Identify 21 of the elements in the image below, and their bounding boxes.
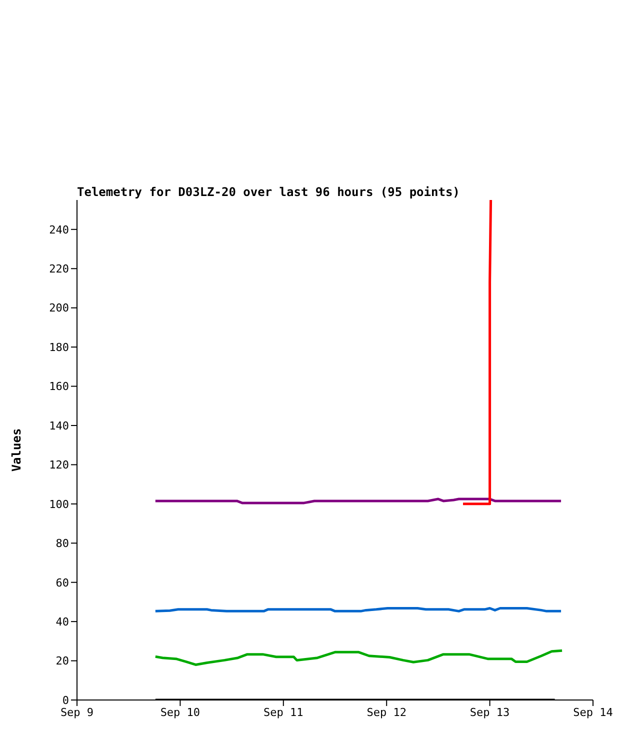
y-tick-label: 60: [56, 576, 69, 590]
x-tick-label: Sep 14: [573, 706, 614, 719]
y-tick-label: 220: [49, 262, 69, 276]
y-tick-label: 200: [49, 302, 69, 315]
y-tick-label: 240: [49, 223, 69, 236]
y-tick-label: 140: [49, 419, 69, 432]
y-tick-label: 100: [49, 498, 69, 511]
y-tick-label: 0: [62, 694, 69, 707]
y-axis-title: Values: [9, 428, 24, 472]
x-tick-label: Sep 12: [366, 706, 406, 719]
x-tick-label: Sep 9: [60, 706, 94, 719]
x-tick-label: Sep 10: [160, 706, 200, 719]
y-tick-label: 120: [49, 458, 69, 472]
y-tick-label: 80: [56, 537, 69, 550]
y-tick-label: 40: [56, 615, 69, 628]
y-tick-label: 160: [49, 380, 69, 394]
y-tick-label: 180: [49, 340, 69, 354]
y-tick-label: 20: [56, 654, 69, 668]
x-tick-label: Sep 13: [470, 706, 510, 719]
chart-title: Telemetry for D03LZ-20 over last 96 hours (95 points): [77, 185, 460, 199]
x-tick-label: Sep 11: [264, 706, 304, 719]
